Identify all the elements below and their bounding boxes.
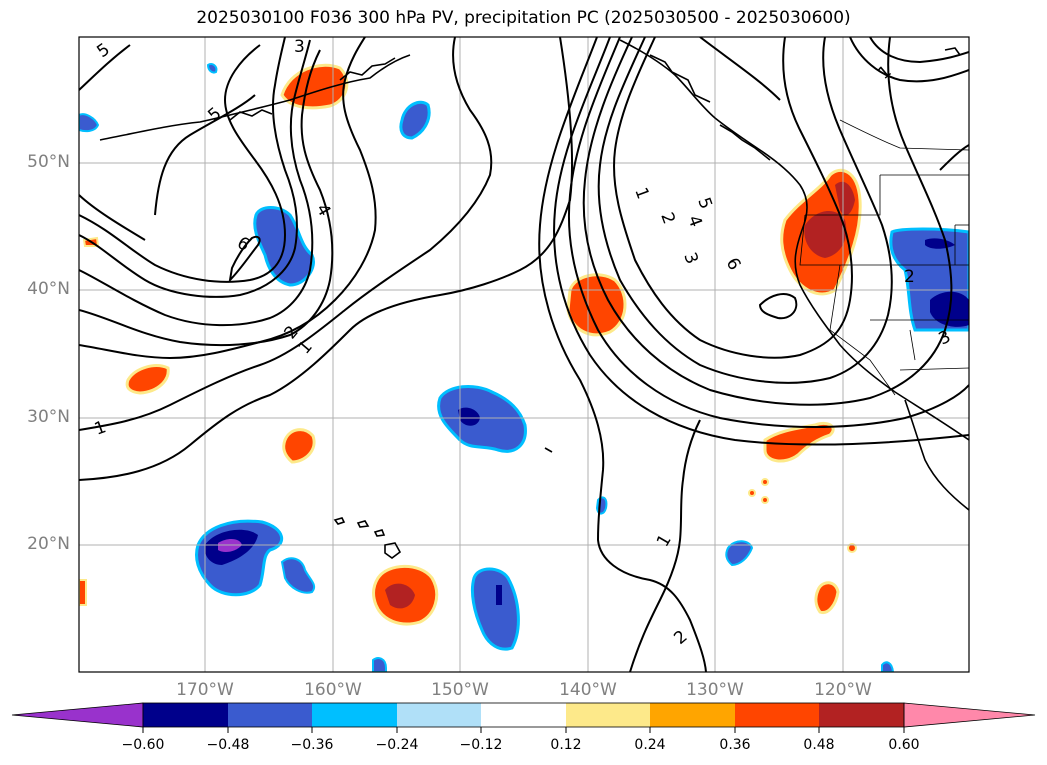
- colorbar-swatch: [397, 703, 481, 727]
- colorbar-swatch: [228, 703, 312, 727]
- colorbar-swatch: [819, 703, 904, 727]
- colorbar-tick-label: 0.24: [634, 737, 666, 753]
- colorbar-tick-label: −0.24: [375, 737, 419, 753]
- colorbar-tick-label: 0.60: [888, 737, 920, 753]
- colorbar-swatch: [650, 703, 735, 727]
- lat-label: 40°N: [27, 279, 70, 299]
- colorbar-tick-label: 0.36: [719, 737, 751, 753]
- lon-label: 140°W: [559, 680, 617, 700]
- colorbar-tick-label: −0.36: [290, 737, 334, 753]
- lon-label: 150°W: [431, 680, 489, 700]
- colorbar-swatch: [312, 703, 397, 727]
- colorbar-tick-label: −0.12: [459, 737, 503, 753]
- colorbar-tick-label: −0.48: [206, 737, 250, 753]
- lat-label: 20°N: [27, 534, 70, 554]
- lat-label: 30°N: [27, 407, 70, 427]
- lat-label: 50°N: [27, 152, 70, 172]
- lon-label: 120°W: [814, 680, 872, 700]
- colorbar-swatch: [566, 703, 650, 727]
- colorbar-swatch: [735, 703, 819, 727]
- lon-label: 170°W: [176, 680, 234, 700]
- graticule: [79, 37, 969, 672]
- contour-label: 3: [294, 37, 305, 57]
- colorbar-tick-label: 0.48: [803, 737, 835, 753]
- colorbar-tick-label: −0.60: [121, 737, 165, 753]
- map-title: 2025030100 F036 300 hPa PV, precipitatio…: [196, 8, 851, 28]
- contour-label: 2: [904, 267, 915, 287]
- colorbar-swatch: [143, 703, 228, 727]
- pv-contours: [79, 37, 969, 672]
- colorbar-extend-low: [11, 702, 144, 728]
- colorbar: [11, 702, 1036, 733]
- lon-label: 160°W: [304, 680, 362, 700]
- coastlines: [99, 39, 969, 559]
- colorbar-extend-high: [903, 702, 1036, 728]
- colorbar-tick-label: 0.12: [550, 737, 582, 753]
- lon-label: 130°W: [686, 680, 744, 700]
- colorbar-swatch: [481, 703, 566, 727]
- plot-frame: [78, 36, 970, 673]
